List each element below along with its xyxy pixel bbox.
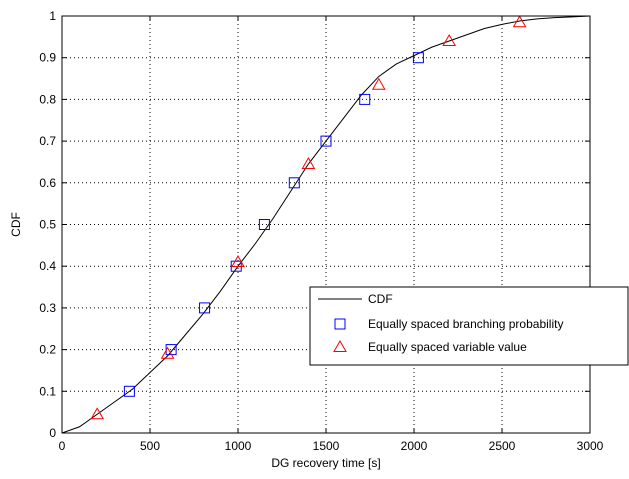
x-tick-label: 0	[59, 439, 66, 453]
y-tick-label: 0.1	[39, 384, 56, 398]
y-tick-label: 0.5	[39, 218, 56, 232]
triangle-marker	[301, 157, 316, 170]
y-tick-label: 0.6	[39, 176, 56, 190]
y-tick-label: 0.3	[39, 301, 56, 315]
x-axis-label: DG recovery time [s]	[271, 456, 380, 470]
y-axis-label: CDF	[9, 212, 23, 237]
triangle-marker	[371, 77, 386, 90]
square-marker	[359, 93, 371, 105]
square-marker	[123, 385, 135, 397]
x-tick-label: 2500	[489, 439, 516, 453]
plot-series	[61, 15, 591, 434]
x-tick-label: 1500	[313, 439, 340, 453]
x-tick-label: 3000	[577, 439, 604, 453]
triangle-marker	[160, 346, 175, 359]
legend-box	[309, 286, 629, 366]
legend-label-branching-probability: Equally spaced branching probability	[368, 317, 563, 331]
x-tick-label: 1000	[225, 439, 252, 453]
square-marker	[199, 302, 211, 314]
square-marker	[412, 52, 424, 64]
y-tick-label: 0.9	[39, 51, 56, 65]
x-tick-label: 2000	[401, 439, 428, 453]
x-tick-label: 500	[140, 439, 160, 453]
square-marker	[258, 219, 270, 230]
y-tick-label: 0	[49, 426, 56, 440]
cdf-curve	[61, 15, 591, 434]
y-tick-label: 0.8	[39, 92, 56, 106]
y-tick-label: 0.7	[39, 134, 56, 148]
square-marker	[320, 135, 332, 147]
legend-label-variable-value: Equally spaced variable value	[368, 340, 527, 354]
triangle-marker	[512, 15, 527, 28]
y-tick-label: 1	[49, 9, 56, 23]
legend-square-marker	[334, 318, 346, 330]
legend: CDF Equally spaced branching probability…	[309, 286, 629, 366]
axis-ticks: 0 500 1000 1500 2000 2500 3000 0 0.1 0.2 0.3 0.4 0.5…	[39, 9, 603, 453]
triangle-marker	[442, 34, 457, 47]
y-tick-label: 0.4	[39, 259, 56, 273]
legend-label-cdf: CDF	[368, 292, 393, 306]
y-tick-label: 0.2	[39, 343, 56, 357]
triangle-marker	[90, 407, 105, 420]
square-marker	[288, 177, 300, 189]
triangle-marker	[231, 255, 245, 268]
legend-triangle-marker	[333, 339, 347, 352]
